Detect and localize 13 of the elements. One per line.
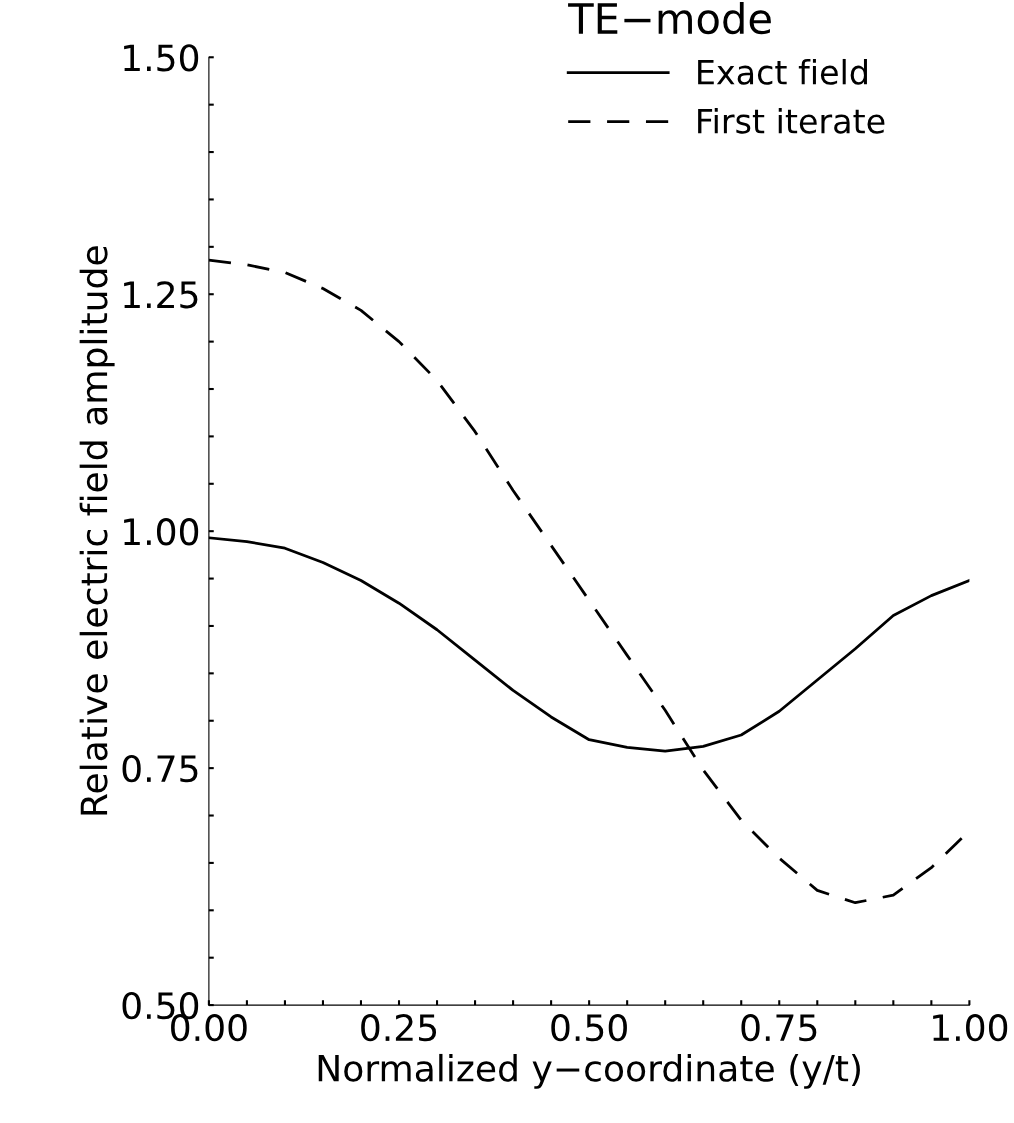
x-tick-label: 0.50 xyxy=(551,1014,627,1042)
y-tick-label: 1.50 xyxy=(124,44,199,72)
x-tick-label: 0.25 xyxy=(361,1014,437,1042)
y-tick-label: 1.25 xyxy=(124,281,198,309)
x-axis-title: Normalized y−coordinate (y/t) xyxy=(318,1053,860,1089)
y-tick-label: 0.75 xyxy=(122,755,198,783)
legend-title: TE−mode xyxy=(568,1,771,35)
x-tick-label: 0.75 xyxy=(741,1014,817,1042)
y-axis-title: Relative electric field amplitude xyxy=(79,246,115,815)
x-tick-label: 1.00 xyxy=(933,1014,1008,1042)
legend-label: First iterate xyxy=(698,107,885,134)
legend-label: Exact field xyxy=(698,58,867,85)
y-tick-label: 1.00 xyxy=(124,518,199,546)
